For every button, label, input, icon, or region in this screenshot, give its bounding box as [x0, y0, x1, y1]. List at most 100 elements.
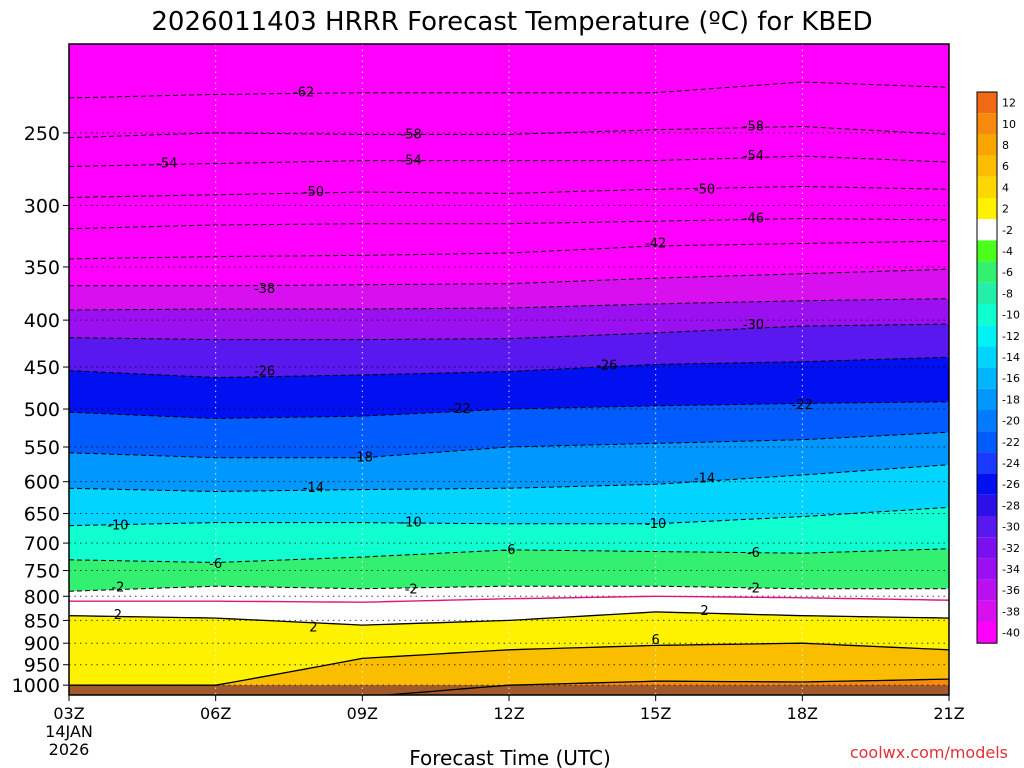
- y-tick-label: 950: [24, 655, 60, 677]
- isotherm-line: [69, 356, 949, 379]
- isotherm-label: -10: [645, 517, 666, 532]
- x-tick-label: 06Z: [200, 704, 231, 723]
- colorbar-cell: [977, 240, 997, 262]
- y-tick-label: 650: [24, 504, 60, 526]
- colorbar-cell: [977, 282, 997, 304]
- colorbar-cell: [977, 410, 997, 432]
- isotherm-line: [69, 298, 949, 311]
- chart-title: 2026011403 HRRR Forecast Temperature (ºC…: [151, 7, 872, 37]
- isotherm-label: -54: [401, 154, 422, 169]
- isotherm-label: -6: [747, 546, 760, 561]
- colorbar-label: -6: [1002, 266, 1013, 279]
- colorbar-label: -30: [1002, 521, 1020, 534]
- isotherm-label: -50: [303, 185, 324, 200]
- colorbar-cell: [977, 325, 997, 347]
- freezing-line: [69, 595, 949, 603]
- colorbar-label: -8: [1002, 287, 1013, 300]
- isotherm-label: -38: [254, 282, 275, 297]
- colorbar-label: -26: [1002, 478, 1020, 491]
- y-tick-label: 300: [24, 196, 60, 218]
- isotherm-line: [69, 268, 949, 287]
- colorbar-label: -34: [1002, 563, 1020, 576]
- x-start-date-line2: 2026: [49, 740, 90, 759]
- colorbar-label: -16: [1002, 372, 1020, 385]
- y-axis: 2503003504004505005506006507007508008509…: [12, 123, 69, 697]
- isotherm-label: -2: [405, 583, 418, 598]
- x-tick-label: 18Z: [787, 704, 818, 723]
- colorbar-cell: [977, 346, 997, 368]
- isotherm-label: -62: [293, 86, 314, 101]
- x-axis-label: Forecast Time (UTC): [409, 746, 611, 768]
- colorbar-label: -28: [1002, 499, 1020, 512]
- x-tick-label: 09Z: [347, 704, 378, 723]
- colorbar-label: -12: [1002, 330, 1020, 343]
- y-tick-label: 850: [24, 610, 60, 632]
- colorbar-cell: [977, 176, 997, 198]
- colorbar-cell: [977, 261, 997, 283]
- colorbar-label: -2: [1002, 224, 1013, 237]
- isotherm-line: [69, 155, 949, 167]
- isotherm-label: -10: [107, 519, 128, 534]
- y-tick-label: 600: [24, 472, 60, 494]
- isotherm-label: -58: [743, 119, 764, 134]
- y-tick-label: 750: [24, 561, 60, 583]
- x-tick-label: 12Z: [493, 704, 524, 723]
- credit-text: coolwx.com/models: [850, 743, 1008, 762]
- y-tick-label: 800: [24, 586, 60, 608]
- isotherm-label: -10: [401, 516, 422, 531]
- isotherm-label: -58: [401, 127, 422, 142]
- colorbar-label: 12: [1002, 97, 1016, 110]
- isotherm-line: [69, 401, 949, 420]
- isotherm-label: -26: [254, 364, 275, 379]
- isotherm-line: [378, 678, 949, 695]
- x-axis: 03Z 06Z 09Z 12Z 15Z 18Z 21Z: [53, 695, 965, 723]
- colorbar-label: -4: [1002, 245, 1013, 258]
- colorbar-label: -40: [1002, 627, 1020, 640]
- isotherm-line: [69, 642, 949, 686]
- isotherm-line: [69, 81, 949, 99]
- colorbar-label: -38: [1002, 605, 1020, 618]
- isotherm-label: 2: [700, 604, 708, 619]
- colorbar-cell: [977, 367, 997, 389]
- colorbar-label: 8: [1002, 139, 1009, 152]
- colorbar-label: -36: [1002, 584, 1020, 597]
- isotherm-line: [69, 185, 949, 198]
- y-tick-label: 550: [24, 437, 60, 459]
- colorbar-cell: [977, 452, 997, 474]
- colorbar-cell: [977, 113, 997, 135]
- colorbar-cell: [977, 388, 997, 410]
- isotherm-line: [69, 548, 949, 564]
- isotherm-label: -14: [694, 471, 715, 486]
- colorbar-label: -14: [1002, 351, 1020, 364]
- isotherm-line: [69, 506, 949, 527]
- y-tick-label: 900: [24, 633, 60, 655]
- isotherm-label: -54: [743, 149, 764, 164]
- y-tick-label: 450: [24, 357, 60, 379]
- colorbar-label: -24: [1002, 457, 1020, 470]
- colorbar-label: -20: [1002, 415, 1020, 428]
- x-tick-label: 15Z: [640, 704, 671, 723]
- colorbar-cell: [977, 198, 997, 220]
- colorbar-frame: [976, 91, 998, 644]
- isotherm-label: -22: [792, 398, 813, 413]
- colorbar-cell: [977, 494, 997, 516]
- isotherm-line: [69, 125, 949, 139]
- isotherm-label: 2: [309, 620, 317, 635]
- isotherm-label: -42: [645, 236, 666, 251]
- isotherm-label: -30: [743, 318, 764, 333]
- colorbar-label: 6: [1002, 160, 1009, 173]
- isotherm-label: -2: [747, 582, 760, 597]
- x-start-date-line1: 14JAN: [45, 722, 93, 741]
- colorbar-label: -32: [1002, 542, 1020, 555]
- colorbar-cell: [977, 558, 997, 580]
- colorbar-cell: [977, 219, 997, 241]
- colorbar-label: 4: [1002, 181, 1009, 194]
- isotherm-line: [69, 464, 949, 493]
- x-tick-label: 21Z: [933, 704, 964, 723]
- colorbar-cell: [977, 92, 997, 114]
- isotherm-line: [69, 218, 949, 230]
- below-ground: [69, 685, 949, 695]
- isotherm-label: -18: [352, 451, 373, 466]
- colorbar-cell: [977, 537, 997, 559]
- isotherm-label: -14: [303, 481, 324, 496]
